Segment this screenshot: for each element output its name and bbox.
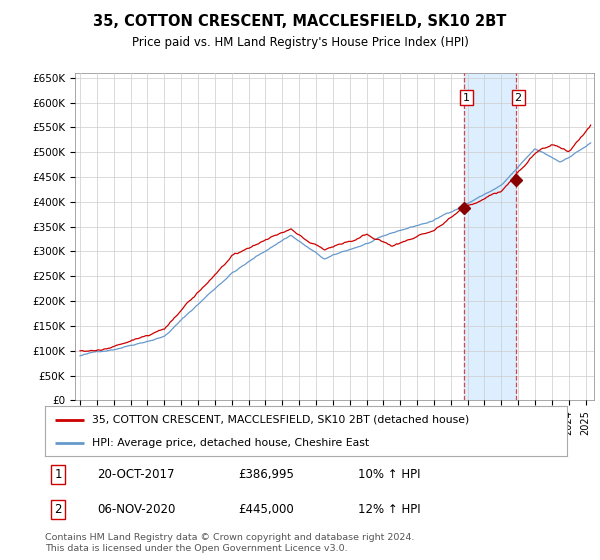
Text: 06-NOV-2020: 06-NOV-2020 <box>97 503 176 516</box>
Text: 2: 2 <box>515 92 522 102</box>
Text: 12% ↑ HPI: 12% ↑ HPI <box>358 503 421 516</box>
Text: 1: 1 <box>54 468 62 481</box>
Text: 10% ↑ HPI: 10% ↑ HPI <box>358 468 421 481</box>
Bar <box>464 73 515 400</box>
Text: Price paid vs. HM Land Registry's House Price Index (HPI): Price paid vs. HM Land Registry's House … <box>131 36 469 49</box>
Text: 1: 1 <box>463 92 470 102</box>
Text: HPI: Average price, detached house, Cheshire East: HPI: Average price, detached house, Ches… <box>92 438 369 448</box>
Text: £445,000: £445,000 <box>238 503 294 516</box>
Text: 35, COTTON CRESCENT, MACCLESFIELD, SK10 2BT (detached house): 35, COTTON CRESCENT, MACCLESFIELD, SK10 … <box>92 414 469 424</box>
Text: 35, COTTON CRESCENT, MACCLESFIELD, SK10 2BT: 35, COTTON CRESCENT, MACCLESFIELD, SK10 … <box>94 14 506 29</box>
Text: 2: 2 <box>54 503 62 516</box>
Text: Contains HM Land Registry data © Crown copyright and database right 2024.
This d: Contains HM Land Registry data © Crown c… <box>45 533 415 553</box>
Text: £386,995: £386,995 <box>238 468 294 481</box>
Text: 20-OCT-2017: 20-OCT-2017 <box>97 468 175 481</box>
